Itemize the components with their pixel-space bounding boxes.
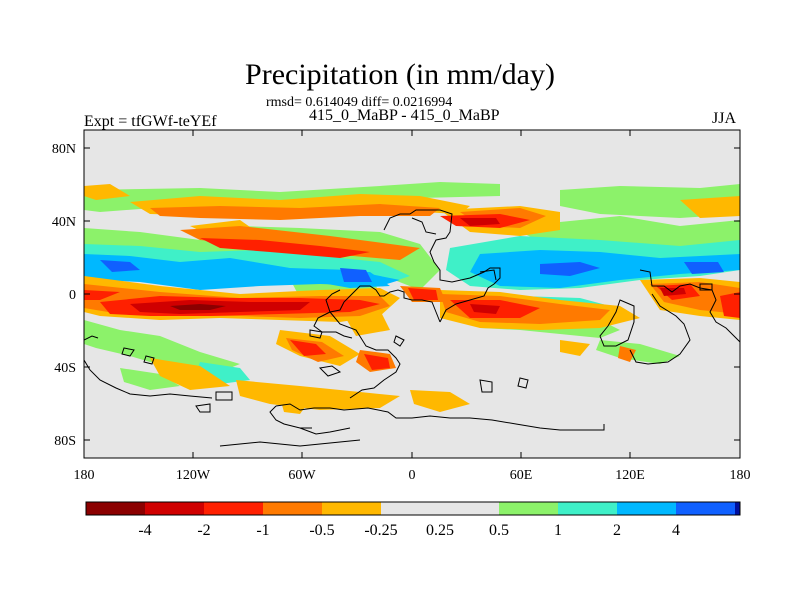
colorbar-swatch — [617, 502, 676, 515]
y-axis-labels: 80N 40N 0 40S 80S — [52, 142, 76, 449]
colorbar-swatch — [381, 502, 440, 515]
lon-label-180w: 180 — [74, 468, 95, 483]
colorbar-swatch — [440, 502, 499, 515]
coastlines — [84, 209, 740, 447]
colorbar-swatch — [263, 502, 322, 515]
lon-label-120w: 120W — [176, 468, 211, 483]
colorbar-swatch — [676, 502, 735, 515]
lon-label-180e: 180 — [730, 468, 751, 483]
colorbar — [85, 501, 741, 516]
colorbar-label: 1 — [554, 522, 562, 539]
colorbar-label: -2 — [197, 522, 210, 539]
colorbar-swatch — [204, 502, 263, 515]
colorbar-label: -0.5 — [309, 522, 334, 539]
colorbar-label: -0.25 — [364, 522, 397, 539]
darkred-contours — [170, 304, 226, 310]
lon-label-0: 0 — [409, 468, 416, 483]
colorbar-label: 0.5 — [489, 522, 509, 539]
colorbar-label: 2 — [613, 522, 621, 539]
plot-title: Precipitation (in mm/day) — [245, 58, 555, 91]
colorbar-labels: -4 -2 -1 -0.5 -0.25 0.25 0.5 1 2 4 — [138, 522, 680, 539]
colorbar-swatch — [735, 502, 740, 515]
x-axis-labels: 180 120W 60W 0 60E 120E 180 — [74, 468, 751, 483]
blue-contours — [100, 260, 724, 282]
colorbar-border — [85, 501, 741, 516]
lat-label-40n: 40N — [52, 215, 76, 230]
map-field — [84, 130, 740, 458]
colorbar-swatch — [322, 502, 381, 515]
lon-label-60e: 60E — [510, 468, 533, 483]
colorbar-label: 0.25 — [426, 522, 454, 539]
stats-subtitle: rmsd= 0.614049 diff= 0.0216994 — [266, 95, 453, 110]
lat-label-eq: 0 — [69, 288, 76, 303]
lon-label-120e: 120E — [615, 468, 645, 483]
colorbar-swatch — [499, 502, 558, 515]
colorbar-swatch — [145, 502, 204, 515]
colorbar-label: 4 — [672, 522, 680, 539]
comparison-subtitle: 415_0_MaBP - 415_0_MaBP — [309, 107, 500, 124]
lightblue-contours — [84, 250, 740, 290]
axis-ticks — [83, 130, 741, 458]
colorbar-swatch — [86, 502, 145, 515]
lat-label-40s: 40S — [54, 361, 76, 376]
lon-label-60w: 60W — [288, 468, 316, 483]
experiment-label: Expt = tfGWf-teYEf — [84, 113, 217, 130]
lat-label-80n: 80N — [52, 142, 76, 157]
season-label: JJA — [712, 110, 737, 127]
lat-label-80s: 80S — [54, 434, 76, 449]
colorbar-label: -4 — [138, 522, 151, 539]
colorbar-label: -1 — [256, 522, 269, 539]
colorbar-swatch — [558, 502, 617, 515]
